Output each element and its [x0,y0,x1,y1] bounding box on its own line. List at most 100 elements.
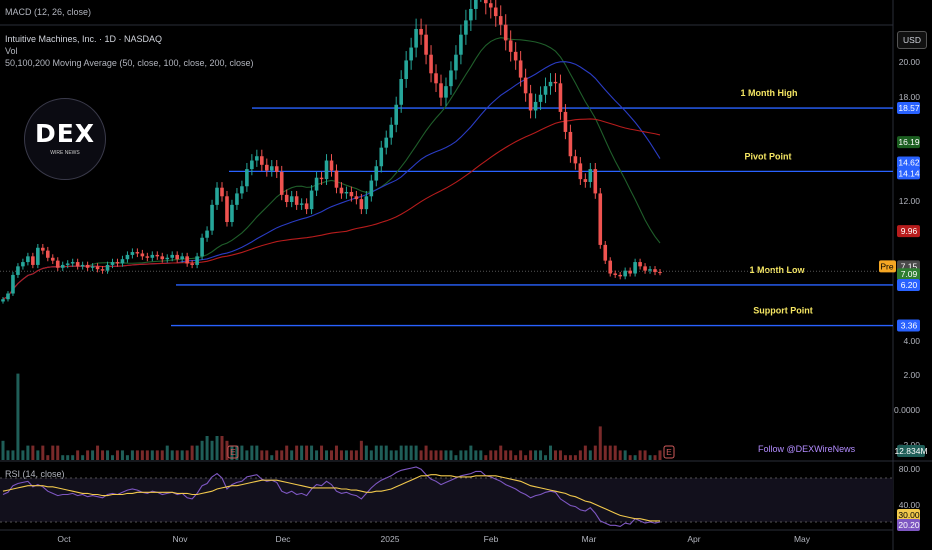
volume-bar [66,455,70,460]
candle-body [215,187,219,205]
volume-bar [399,445,403,460]
rsi-line [2,466,661,527]
price-axis-tick: 4.00 [903,336,920,346]
candle-body [349,191,354,197]
symbol-label[interactable]: Intuitive Machines, Inc. · 1D · NASDAQ [5,34,163,44]
volume-bar [61,455,65,460]
rsi-ma-line [2,474,660,522]
candle-body [314,177,319,191]
volume-bar [449,450,453,460]
volume-bar [489,450,493,460]
volume-bar [439,450,443,460]
volume-bar [101,450,105,460]
volume-bar [325,450,329,460]
volume-indicator-label[interactable]: Vol [5,46,18,56]
time-axis-tick: May [794,534,811,544]
candle-body [588,169,593,182]
volume-bar [56,445,60,460]
volume-bar [623,450,627,460]
candle-body [175,254,180,260]
candle-body [195,256,199,265]
volume-bar [578,450,582,460]
candle-body [26,256,30,263]
candle-body [115,262,120,264]
time-axis-tick: Mar [582,534,597,544]
candle-body [374,166,379,181]
volume-bar [320,445,324,460]
time-axis-tick: Oct [57,534,71,544]
rsi-indicator-label[interactable]: RSI (14, close) [5,469,65,479]
candle-body [344,191,349,194]
candle-body [633,262,637,274]
logo-subtext: WIRE NEWS [50,150,80,156]
candle-body [279,171,284,195]
price-axis-tick: 0.0000 [894,405,920,415]
currency-button[interactable]: USD [897,31,927,49]
volume-bar [260,450,264,460]
candle-body [185,256,189,264]
candle-body [658,272,662,274]
price-tag [897,136,920,149]
candle-body [50,257,55,261]
candle-body [354,196,359,200]
volume-bar [225,440,229,460]
candle-body [31,256,35,265]
moving-average-label[interactable]: 50,100,200 Moving Average (50, close, 10… [5,58,254,68]
candle-body [369,180,374,197]
candle-body [553,81,558,84]
candle-body [329,160,334,171]
level-annotation: Pivot Point [745,151,792,161]
volume-bar [36,450,40,460]
volume-bar [444,450,448,460]
volume-bar [41,445,45,460]
volume-bar [280,450,284,460]
rsi-tag-label: 20.20 [898,520,920,530]
volume-bar [454,455,458,460]
volume-bar [359,440,363,460]
volume-bar [125,455,129,460]
candle-body [36,247,40,265]
volume-bar [628,455,632,460]
macd-indicator-label[interactable]: MACD (12, 26, close) [5,7,92,17]
price-tag [897,167,920,180]
candle-body [449,70,453,87]
candle-body [319,177,324,180]
candle-body [613,273,618,275]
volume-bar [175,450,179,460]
volume-bar [354,450,358,460]
volume-bar [364,445,368,460]
candle-body [508,40,513,52]
candle-body [638,262,642,267]
volume-bar [46,455,50,460]
volume-bar [145,450,149,460]
volume-bar [245,450,249,460]
volume-bar [469,445,473,460]
volume-bar [275,450,279,460]
candle-body [65,263,70,265]
volume-bar [549,445,552,460]
candle-body [80,264,85,267]
volume-bar [150,450,154,460]
candle-body [404,60,408,80]
candle-body [623,270,627,277]
candle-body [379,147,384,167]
candle-body [6,293,10,300]
price-tag-label: 14.62 [898,158,920,168]
volume-bar [165,445,169,460]
volume-bar [1,440,5,460]
candle-body [444,86,448,98]
volume-bar [514,455,518,460]
volume-bar [394,450,398,460]
volume-bar [130,450,134,460]
volume-bar [270,455,274,460]
candle-body [235,193,239,205]
volume-bar [200,440,204,460]
candle-body [70,262,75,264]
price-tag-label: 14.14 [898,168,920,178]
volume-bar [215,436,219,460]
candle-body [11,274,15,294]
candle-body [414,28,418,48]
volume-bar [374,445,378,460]
